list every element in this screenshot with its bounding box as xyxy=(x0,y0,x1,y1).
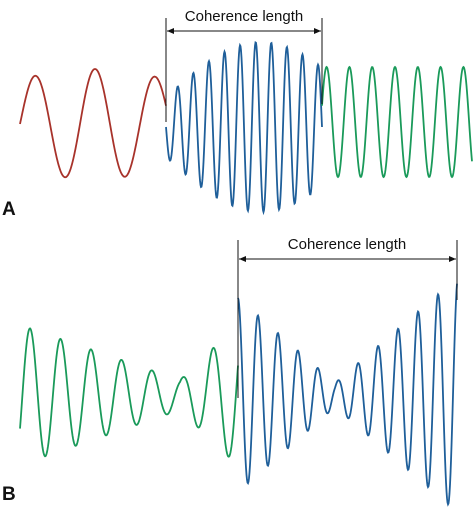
wave xyxy=(165,41,323,216)
wave xyxy=(19,68,167,179)
annotation: Coherence length xyxy=(185,8,303,25)
waves xyxy=(19,41,473,507)
annotation: Coherence length xyxy=(288,236,406,253)
wave xyxy=(321,65,473,179)
panel-label: A xyxy=(2,199,16,220)
wave xyxy=(19,327,239,458)
panel-label: B xyxy=(2,484,16,505)
wave xyxy=(237,283,458,507)
